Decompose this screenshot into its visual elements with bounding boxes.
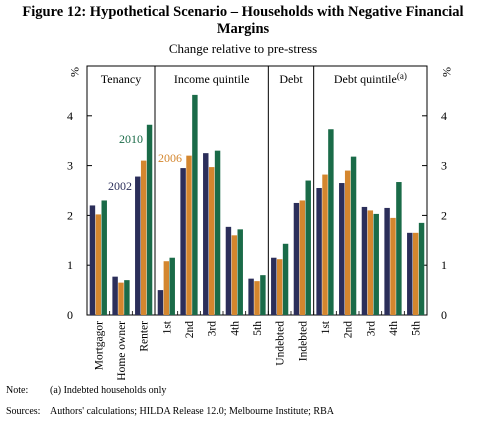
bar-2002: [203, 153, 209, 315]
panel-label: Debt quintile(a): [334, 71, 407, 86]
y-unit-label-right: %: [440, 67, 454, 77]
y-tick-label-left: 2: [67, 208, 73, 222]
bar-chart: 0 0 1 1 2 2 3 3 4 4% % Tenancy Mortgagor Home owner Re…: [67, 65, 454, 380]
bar-2006: [322, 174, 328, 315]
bar-2010: [101, 200, 107, 315]
bar-2010: [350, 156, 357, 315]
y-unit-label-left: %: [68, 67, 82, 77]
bar-2002: [339, 183, 345, 315]
panel-label: Income quintile: [174, 72, 250, 86]
x-category-label: 2nd: [184, 321, 196, 339]
x-category-label: 4th: [388, 321, 400, 336]
bar-2002: [112, 276, 118, 315]
bar-2002: [361, 206, 368, 315]
series-label-2002: 2002: [108, 179, 132, 193]
y-tick-label-right: 2: [441, 208, 447, 222]
bar-2002: [135, 176, 141, 315]
x-category-label: 5th: [252, 321, 264, 336]
bar-2010: [237, 229, 243, 315]
x-category-label: 5th: [411, 321, 423, 336]
bar-2002: [180, 168, 186, 315]
y-tick-label-left: 4: [67, 109, 73, 123]
bar-2006: [299, 200, 306, 315]
sources-label: Sources:: [6, 406, 41, 417]
bar-2010: [373, 213, 379, 315]
x-category-label: Home owner: [116, 321, 128, 380]
bar-2006: [163, 261, 170, 315]
bar-2010: [214, 150, 221, 315]
panel-label: Tenancy: [101, 72, 141, 86]
bar-2006: [231, 235, 238, 315]
bar-2010: [169, 257, 175, 315]
bar-2006: [276, 259, 283, 315]
series-label-2010: 2010: [119, 132, 143, 146]
panel-label: Debt: [279, 72, 303, 86]
bar-2010: [260, 275, 266, 315]
footer-sources: Sources: Authors' calculations; HILDA Re…: [6, 405, 334, 418]
x-category-label: 1st: [320, 320, 332, 334]
x-category-label: 4th: [229, 321, 241, 336]
y-tick-label-right: 0: [441, 308, 447, 322]
bar-2002: [89, 205, 96, 315]
y-tick-label-left: 0: [67, 308, 73, 322]
bar-2010: [305, 180, 311, 315]
footer-note: Note: (a) Indebted households only: [6, 384, 334, 397]
bar-2006: [95, 214, 102, 315]
bar-2006: [140, 160, 147, 315]
footer: Note: (a) Indebted households only Sourc…: [6, 384, 334, 426]
x-category-label: 3rd: [365, 321, 377, 337]
bar-2002: [157, 290, 164, 315]
bar-2002: [225, 226, 232, 315]
title-line-2: Margins: [216, 21, 270, 37]
bar-2002: [316, 188, 322, 315]
bar-2002: [271, 257, 277, 315]
chart-title: Figure 12: Hypothetical Scenario – House…: [0, 4, 486, 38]
x-category-label: 1st: [161, 320, 173, 334]
chart-subtitle: Change relative to pre-stress: [168, 41, 318, 56]
bar-2006: [344, 170, 351, 315]
x-category-label: 2nd: [343, 321, 355, 339]
y-tick-label-right: 3: [441, 159, 447, 173]
x-category-label: Renter: [139, 321, 151, 352]
bar-2002: [293, 202, 300, 315]
y-tick-label-right: 1: [441, 258, 447, 272]
bar-2006: [208, 167, 215, 315]
bar-2006: [186, 155, 192, 315]
x-category-label: Mortgagor: [93, 321, 105, 370]
title-line-1: Figure 12: Hypothetical Scenario – House…: [22, 4, 464, 20]
y-tick-label-left: 3: [67, 159, 73, 173]
bar-2006: [118, 282, 124, 315]
bar-2010: [146, 124, 153, 315]
bar-2002: [248, 278, 254, 315]
bar-2010: [396, 182, 402, 315]
y-tick-label-right: 4: [441, 109, 447, 123]
bar-2006: [367, 210, 374, 315]
note-label: Note:: [6, 385, 29, 396]
bar-2006: [390, 217, 396, 315]
bar-2006: [412, 232, 419, 315]
x-category-label: 3rd: [207, 321, 219, 337]
bar-2002: [407, 232, 413, 315]
bar-2010: [192, 94, 198, 315]
bar-2010: [328, 129, 334, 315]
x-category-label: Undebted: [275, 321, 287, 366]
sources-text: Authors' calculations; HILDA Release 12.…: [50, 406, 334, 417]
bar-2010: [282, 243, 289, 315]
bar-2006: [254, 281, 260, 315]
x-category-label: Indebted: [297, 321, 309, 361]
panel-label-superscript: (a): [397, 71, 407, 81]
note-text: (a) Indebted households only: [50, 385, 167, 396]
bar-2010: [418, 222, 425, 315]
y-tick-label-left: 1: [67, 258, 73, 272]
bar-2002: [384, 207, 390, 315]
bar-2010: [124, 280, 130, 315]
series-label-2006: 2006: [158, 151, 182, 165]
